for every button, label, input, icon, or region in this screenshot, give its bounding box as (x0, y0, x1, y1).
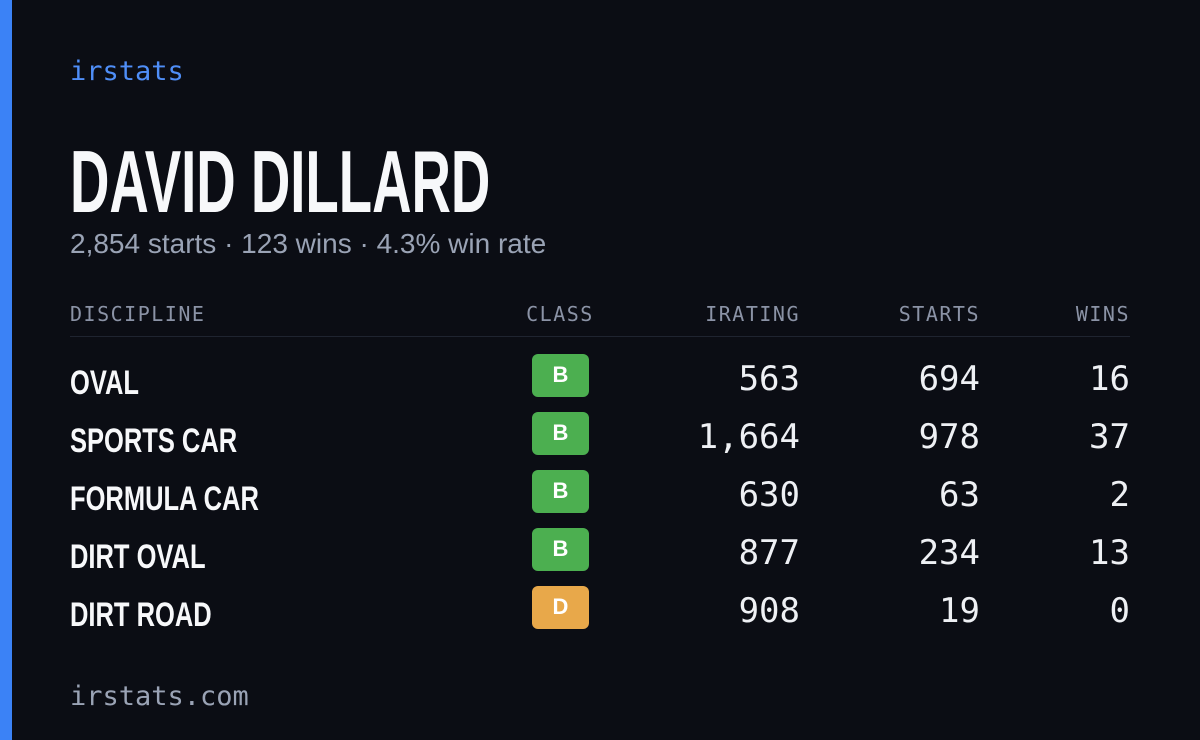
starts: 234 (918, 533, 980, 573)
irating: 908 (738, 591, 800, 631)
wins: 2 (1109, 475, 1130, 515)
accent-bar (0, 0, 12, 740)
header-cell: WINS (1075, 302, 1130, 326)
class-badge: B (532, 412, 589, 455)
discipline: DIRT OVAL (70, 538, 206, 576)
class-badge: D (532, 586, 589, 629)
discipline: SPORTS CAR (70, 422, 238, 460)
brand: irstats (70, 56, 184, 87)
starts: 63 (939, 475, 980, 515)
discipline: OVAL (70, 364, 139, 402)
wins: 0 (1109, 591, 1130, 631)
irating: 1,664 (697, 417, 800, 457)
wins: 16 (1089, 359, 1130, 399)
starts: 694 (918, 359, 980, 399)
class-badge: B (532, 470, 589, 513)
irating: 630 (738, 475, 800, 515)
starts: 978 (918, 417, 980, 457)
irating: 877 (738, 533, 800, 573)
footer: irstats.com (70, 681, 249, 712)
irating: 563 (738, 359, 800, 399)
header-cell: IRATING (705, 302, 800, 326)
header-cell: CLASS (526, 302, 594, 326)
wins: 37 (1089, 417, 1130, 457)
driver-name: DAVID DILLARD (70, 132, 491, 231)
discipline: DIRT ROAD (70, 596, 212, 634)
starts: 19 (939, 591, 980, 631)
class-badge: B (532, 354, 589, 397)
header-cell: DISCIPLINE (70, 302, 206, 326)
header-cell: STARTS (898, 302, 980, 326)
class-badge: B (532, 528, 589, 571)
discipline: FORMULA CAR (70, 480, 259, 518)
wins: 13 (1089, 533, 1130, 573)
driver-summary: 2,854 starts · 123 wins · 4.3% win rate (70, 228, 547, 259)
header-rule (70, 336, 1130, 337)
